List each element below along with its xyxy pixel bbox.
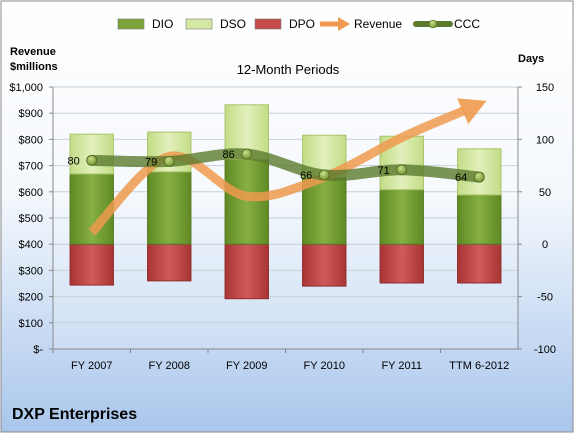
ccc-data-label: 86 — [223, 149, 235, 161]
legend-item-dso: DSO — [185, 17, 246, 31]
bar-dpo — [379, 243, 424, 284]
bar-dpo — [147, 243, 192, 282]
legend-item-revenue: Revenue — [320, 17, 402, 31]
left-tick-label: $- — [33, 344, 43, 356]
legend-revenue-arrowhead — [338, 17, 350, 31]
chart-title: 12-Month Periods — [237, 62, 340, 77]
left-axis-label-line1: Revenue — [10, 46, 56, 58]
left-tick-label: $200 — [19, 292, 43, 304]
legend-swatch-dio — [117, 18, 145, 30]
left-tick-label: $800 — [19, 134, 43, 146]
right-tick-label: -50 — [537, 292, 553, 304]
ccc-data-label: 79 — [145, 156, 157, 168]
ccc-data-label: 64 — [455, 172, 467, 184]
bar-dio — [302, 176, 347, 245]
x-tick-label: FY 2008 — [149, 360, 190, 372]
legend-ccc-point — [428, 19, 438, 29]
revenue-arrowhead — [457, 98, 487, 125]
x-tick-label: FY 2010 — [304, 360, 345, 372]
ccc-point — [241, 148, 253, 160]
legend-item-dio: DIO — [117, 17, 173, 31]
ccc-data-label: 71 — [378, 165, 390, 177]
ccc-point — [86, 154, 98, 166]
ccc-point — [396, 164, 408, 176]
left-tick-label: $500 — [19, 213, 43, 225]
legend-swatch-dso — [185, 18, 213, 30]
ccc-point — [318, 169, 330, 181]
bar-dpo — [69, 243, 114, 286]
ccc-line — [86, 148, 485, 183]
company-name: DXP Enterprises — [12, 406, 137, 423]
left-tick-label: $900 — [19, 108, 43, 120]
x-tick-label: TTM 6-2012 — [449, 360, 509, 372]
legend-label: CCC — [454, 17, 480, 31]
bar-dpo — [457, 243, 502, 284]
legend-label: Revenue — [354, 17, 402, 31]
ccc-point — [473, 171, 485, 183]
x-tick-label: FY 2009 — [226, 360, 267, 372]
ccc-point — [163, 156, 175, 167]
left-tick-label: $600 — [19, 187, 43, 199]
legend: DIO DSO DPO Revenue CCC — [117, 17, 480, 31]
bar-dpo — [224, 243, 269, 300]
bar-dio — [379, 189, 424, 245]
legend-swatch-dpo — [254, 18, 282, 30]
left-tick-label: $700 — [19, 161, 43, 173]
right-tick-label: 0 — [542, 239, 548, 251]
right-axis-label: Days — [518, 53, 544, 65]
bar-dio — [147, 171, 192, 245]
right-tick-label: 150 — [536, 82, 554, 94]
right-tick-label: -100 — [534, 344, 556, 356]
ccc-data-label: 80 — [68, 155, 80, 167]
bar-dio — [457, 194, 502, 245]
bar-dso — [69, 133, 114, 175]
legend-label: DIO — [152, 17, 173, 31]
ccc-data-label: 66 — [300, 170, 312, 182]
legend-label: DSO — [220, 17, 246, 31]
plot-area: $- $100 $200 $300 $400 $500 $600 $700 $800 $900 $1… — [9, 82, 556, 372]
x-tick-label: FY 2007 — [71, 360, 112, 372]
left-tick-label: $1,000 — [9, 82, 43, 94]
legend-item-dpo: DPO — [254, 17, 315, 31]
bar-dio — [224, 158, 269, 245]
legend-label: DPO — [289, 17, 315, 31]
right-tick-label: 50 — [539, 187, 551, 199]
left-tick-label: $100 — [19, 318, 43, 330]
left-axis-label-line2: $millions — [10, 61, 58, 73]
bar-dpo — [302, 243, 347, 287]
x-tick-label: FY 2011 — [381, 360, 422, 372]
left-tick-label: $300 — [19, 265, 43, 277]
right-tick-label: 100 — [536, 134, 554, 146]
legend-item-ccc: CCC — [413, 17, 480, 31]
left-tick-label: $400 — [19, 239, 43, 251]
